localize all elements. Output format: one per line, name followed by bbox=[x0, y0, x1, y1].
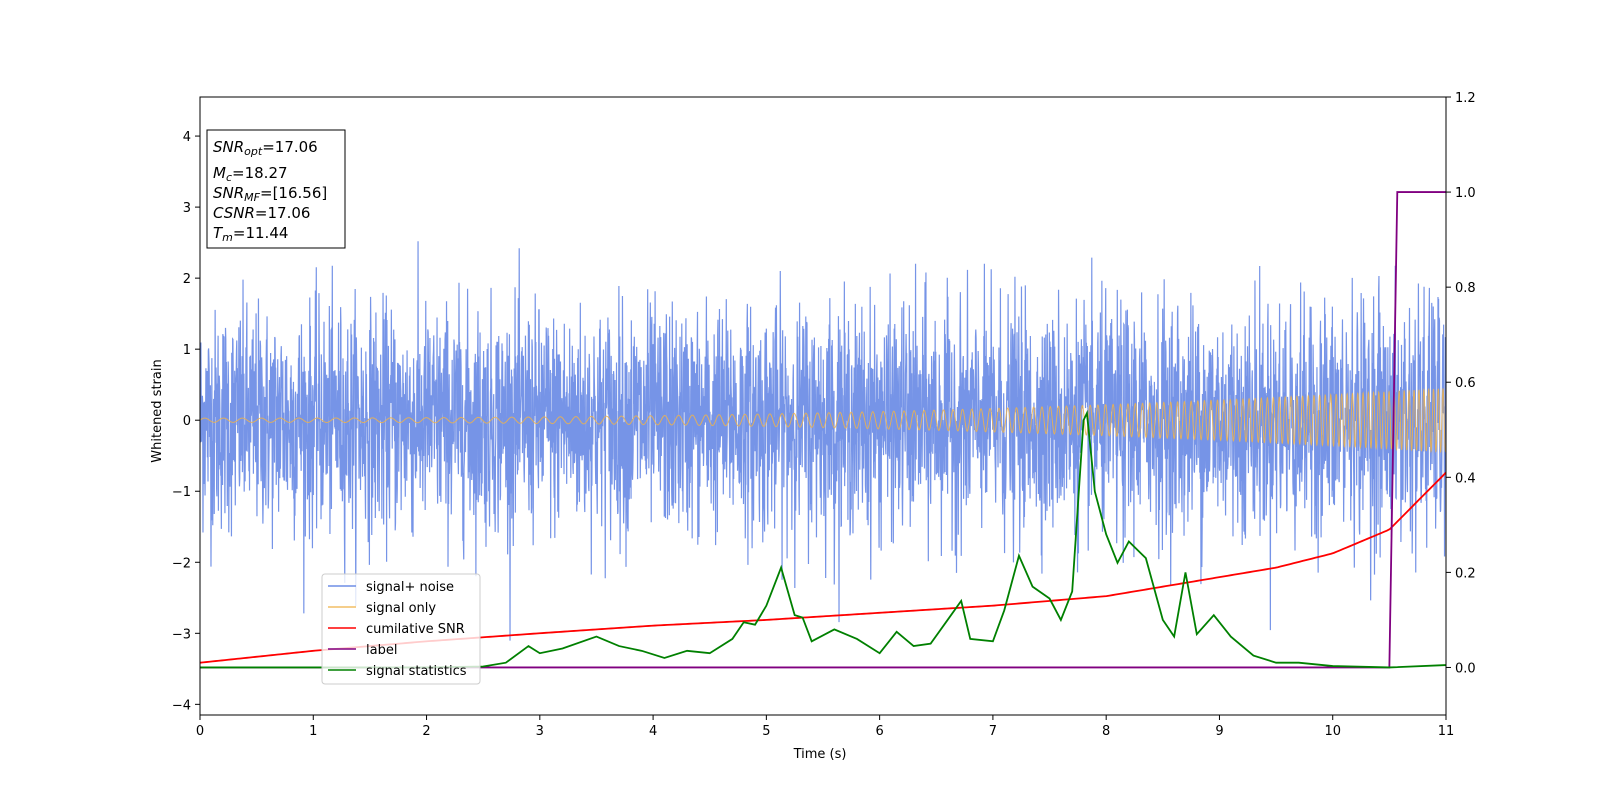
x-tick-label: 4 bbox=[649, 724, 657, 739]
x-axis-label: Time (s) bbox=[793, 747, 847, 762]
y2-tick-label: 0.4 bbox=[1455, 471, 1476, 486]
legend-label-label: label bbox=[366, 643, 397, 658]
info-mc: Mc=18.27 bbox=[213, 164, 288, 184]
y2-tick-label: 0.2 bbox=[1455, 566, 1476, 581]
legend: signal+ noise signal only cumilative SNR… bbox=[321, 573, 481, 685]
plot-frame bbox=[199, 96, 1447, 716]
info-box-frame bbox=[206, 129, 346, 249]
x-tick-label: 9 bbox=[1215, 724, 1223, 739]
x-tick-label: 7 bbox=[989, 724, 997, 739]
axes: 0 1 2 3 4 5 6 7 8 9 10 11 −4 −3 −2 −1 0 1 2 3 4 0.0 0.2 0.4 0.6 0… bbox=[172, 91, 1476, 739]
y-tick-label: −2 bbox=[172, 556, 191, 571]
y-tick-label: 2 bbox=[183, 272, 191, 287]
y-tick-label: 0 bbox=[183, 414, 191, 429]
y-tick-label: −4 bbox=[172, 698, 191, 713]
legend-label-signal-statistics: signal statistics bbox=[366, 664, 467, 679]
y2-tick-label: 1.0 bbox=[1455, 186, 1476, 201]
info-csnr: CSNR=17.06 bbox=[213, 204, 310, 222]
x-tick-label: 1 bbox=[309, 724, 317, 739]
x-tick-label: 8 bbox=[1102, 724, 1110, 739]
x-tick-label: 10 bbox=[1324, 724, 1341, 739]
info-box: SNRopt=17.06 Mc=18.27 SNRMF=[16.56] CSNR… bbox=[206, 129, 346, 249]
series-label bbox=[200, 191, 1446, 669]
info-snr-mf: SNRMF=[16.56] bbox=[213, 184, 327, 204]
series-signal-only bbox=[200, 387, 1446, 454]
y-axis-label: Whitened strain bbox=[150, 359, 165, 462]
x-tick-label: 0 bbox=[196, 724, 204, 739]
y-tick-label: −1 bbox=[172, 485, 191, 500]
info-snr-opt: SNRopt=17.06 bbox=[213, 138, 318, 158]
y-tick-label: 3 bbox=[183, 201, 191, 216]
legend-label-signal-only: signal only bbox=[366, 601, 436, 616]
legend-label-signal-noise: signal+ noise bbox=[366, 580, 454, 595]
x-tick-label: 2 bbox=[422, 724, 430, 739]
y-tick-label: 1 bbox=[183, 343, 191, 358]
info-tm: Tm=11.44 bbox=[213, 224, 288, 244]
y2-tick-label: 0.8 bbox=[1455, 281, 1476, 296]
legend-frame bbox=[321, 573, 481, 685]
series-signal-statistics bbox=[200, 409, 1446, 669]
x-tick-label: 3 bbox=[536, 724, 544, 739]
y-tick-label: −3 bbox=[172, 627, 191, 642]
y2-tick-label: 0.6 bbox=[1455, 376, 1476, 391]
legend-label-cumulative-snr: cumilative SNR bbox=[366, 622, 465, 637]
x-tick-label: 5 bbox=[762, 724, 770, 739]
y-tick-label: 4 bbox=[183, 130, 191, 145]
x-tick-label: 6 bbox=[875, 724, 883, 739]
x-tick-label: 11 bbox=[1438, 724, 1455, 739]
y2-tick-label: 1.2 bbox=[1455, 91, 1476, 106]
y2-tick-label: 0.0 bbox=[1455, 661, 1476, 676]
